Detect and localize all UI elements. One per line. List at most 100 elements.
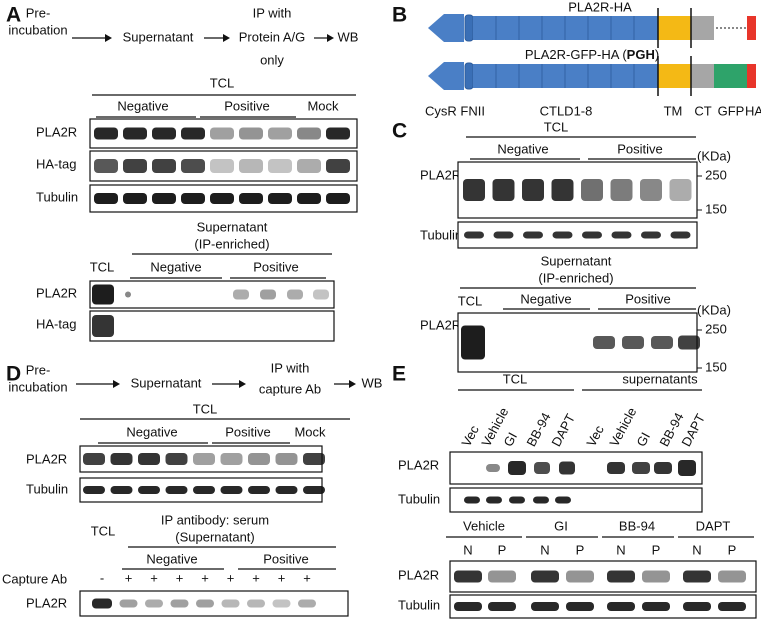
band [94, 127, 118, 140]
label: (IP-enriched) [194, 236, 269, 251]
band [94, 159, 118, 173]
band [642, 602, 670, 611]
band [92, 284, 114, 305]
band [607, 462, 625, 474]
label: Vec [458, 422, 482, 449]
domain-ha [747, 16, 756, 40]
band [210, 127, 234, 140]
band [196, 599, 214, 608]
band [248, 486, 270, 494]
band [326, 159, 350, 173]
label: N [463, 542, 472, 557]
label: - [100, 570, 104, 585]
label: P [652, 542, 661, 557]
band [125, 291, 131, 298]
label: PLA2R-GFP-HA (PGH) [525, 47, 659, 62]
band [287, 289, 303, 300]
band [492, 179, 515, 201]
label: Supernatant [197, 219, 268, 234]
band [181, 127, 205, 140]
band [463, 179, 485, 201]
band [268, 127, 292, 140]
band [110, 453, 133, 465]
band [210, 193, 234, 204]
label: Tubulin [398, 597, 440, 612]
label: + [150, 570, 158, 585]
band [123, 193, 147, 204]
band [193, 453, 215, 465]
domain-ctld [473, 64, 658, 88]
band [718, 570, 746, 583]
band [531, 602, 559, 611]
band [555, 496, 571, 504]
label: IP with [271, 360, 310, 375]
label: TCL [91, 523, 116, 538]
label: PLA2R [420, 167, 461, 182]
band [181, 159, 205, 173]
band [654, 462, 672, 474]
band [531, 570, 559, 583]
panel-letter: B [392, 4, 407, 27]
band [110, 486, 133, 494]
band [326, 127, 350, 140]
label: Positive [253, 259, 299, 274]
label: DAPT [696, 518, 731, 533]
band [220, 453, 243, 465]
band [233, 289, 249, 300]
arrow-head [113, 380, 120, 388]
band [461, 325, 485, 360]
label: P [728, 542, 737, 557]
label: 150 [705, 359, 727, 374]
band [464, 231, 484, 239]
label: IP with [253, 5, 292, 20]
label: PLA2R [26, 451, 67, 466]
band [94, 193, 118, 204]
label: Negative [146, 551, 197, 566]
band [678, 460, 696, 476]
label: Positive [263, 551, 309, 566]
label: 150 [705, 201, 727, 216]
band [123, 159, 147, 173]
label: + [278, 570, 286, 585]
band [642, 570, 670, 583]
label: GI [554, 518, 568, 533]
label: TCL [193, 401, 218, 416]
band [326, 193, 350, 204]
band [152, 193, 176, 204]
label: Pre- [26, 5, 51, 20]
label: GI [633, 430, 653, 449]
label: PLA2R [398, 567, 439, 582]
band [260, 289, 276, 300]
label: TCL [210, 75, 235, 90]
band [678, 335, 700, 350]
domain-head [428, 14, 464, 42]
label: incubation [8, 379, 67, 394]
label: Tubulin [26, 481, 68, 496]
band [593, 336, 615, 349]
label: CysR FNII [425, 103, 485, 118]
label: CT [694, 103, 711, 118]
band [275, 486, 298, 494]
label: Tubulin [420, 227, 462, 242]
panel-letter: D [6, 363, 21, 386]
band [268, 193, 292, 204]
band [248, 453, 270, 465]
band [522, 179, 544, 201]
band [486, 464, 500, 472]
label: HA-tag [36, 156, 76, 171]
label: Mock [294, 424, 326, 439]
label: Vehicle [463, 518, 505, 533]
band [493, 231, 514, 239]
label: Positive [617, 141, 663, 156]
label: ) [655, 47, 659, 62]
band [566, 570, 594, 583]
band [607, 570, 635, 583]
panel-letter: A [6, 4, 21, 27]
band [119, 599, 138, 608]
domain-fnii [464, 14, 474, 42]
label: + [303, 570, 311, 585]
label: PLA2R [36, 285, 77, 300]
label: (KDa) [697, 148, 731, 163]
band [303, 453, 325, 465]
